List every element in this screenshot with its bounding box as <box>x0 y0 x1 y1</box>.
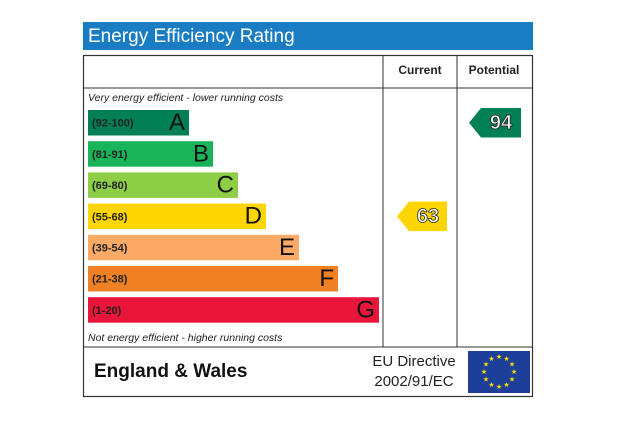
band-range: (92-100) <box>92 118 134 130</box>
band-bar <box>88 297 379 323</box>
star: ★ <box>488 381 494 389</box>
bottom-note: Not energy efficient - higher running co… <box>88 332 283 344</box>
band-letter: D <box>245 203 262 230</box>
star: ★ <box>483 360 489 368</box>
band-bar <box>88 234 299 261</box>
band-letter: C <box>217 171 234 198</box>
band-letter: B <box>193 140 209 167</box>
title-bar <box>83 22 533 50</box>
band-range: (1-20) <box>92 305 122 317</box>
band-letter: G <box>356 296 375 323</box>
top-note: Very energy efficient - lower running co… <box>88 92 284 104</box>
rating-arrow <box>397 201 447 232</box>
band-bar <box>88 203 266 230</box>
band-letter: E <box>279 234 295 261</box>
band-range: (55-68) <box>92 211 128 223</box>
star: ★ <box>509 360 515 368</box>
rating-arrow <box>469 108 521 138</box>
star: ★ <box>509 375 515 383</box>
band-range: (69-80) <box>92 180 128 192</box>
potential-header: Potential <box>469 63 520 77</box>
eu-flag <box>468 351 530 393</box>
band-bar <box>88 266 338 292</box>
band-letter: F <box>319 265 334 292</box>
frame <box>82 54 534 398</box>
band-letter: A <box>169 109 185 136</box>
directive-line: 2002/91/EC <box>374 373 453 390</box>
band-bar <box>88 141 213 167</box>
rating-value: 63 <box>417 206 439 228</box>
star: ★ <box>496 353 502 361</box>
star: ★ <box>481 368 487 376</box>
star: ★ <box>483 375 489 383</box>
region: England & Wales <box>94 361 247 382</box>
eu-stars: ★ ★★★★★★★★★★★ <box>481 353 517 391</box>
star: ★ <box>503 355 509 363</box>
title: Energy Efficiency Rating <box>88 26 295 47</box>
rating-value: 94 <box>490 112 513 134</box>
band-bar <box>88 110 189 136</box>
band-range: (21-38) <box>92 274 128 286</box>
star: ★ <box>503 381 509 389</box>
star: ★ <box>496 383 502 391</box>
directive-line: EU Directive <box>372 353 455 370</box>
band-bar <box>88 172 238 198</box>
star: ★ <box>511 368 517 376</box>
band-range: (39-54) <box>92 242 128 254</box>
current-header: Current <box>398 63 441 77</box>
band-range: (81-91) <box>92 149 128 161</box>
star: ★ <box>488 355 494 363</box>
